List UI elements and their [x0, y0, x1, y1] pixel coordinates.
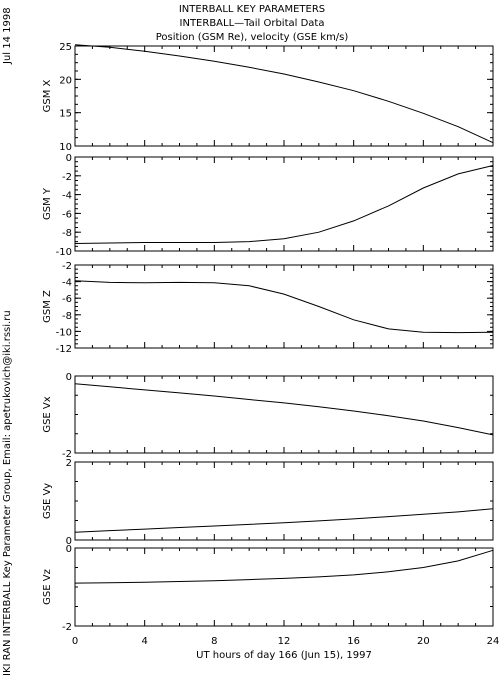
y-axis-label: GSE Vx — [42, 396, 53, 432]
y-tick-label: -2 — [62, 261, 72, 272]
y-tick-label: -2 — [62, 172, 72, 183]
y-axis-label: GSE Vy — [42, 483, 53, 519]
y-axis-label: GSM X — [42, 79, 53, 112]
plot-frame — [74, 461, 494, 541]
x-axis-label: UT hours of day 166 (Jun 15), 1997 — [196, 650, 372, 661]
plot-frame — [74, 547, 494, 627]
plot-frame — [74, 375, 494, 454]
x-tick-label: 24 — [487, 636, 500, 647]
series-line — [74, 44, 494, 144]
chart-subtitle-2: Position (GSM Re), velocity (GSE km/s) — [155, 32, 349, 43]
y-tick-label: -12 — [56, 344, 72, 355]
y-tick-label: -10 — [56, 247, 72, 258]
x-tick-label: 0 — [72, 636, 78, 647]
y-tick-label: 0 — [66, 536, 72, 547]
y-tick-label: -4 — [62, 191, 72, 202]
y-tick-label: 0 — [66, 544, 72, 555]
series-line — [74, 383, 494, 436]
y-tick-label: -6 — [62, 294, 72, 305]
plot-frame — [74, 45, 494, 147]
series-line — [74, 549, 494, 584]
y-tick-label: 2 — [66, 458, 72, 469]
chart-subtitle: INTERBALL—Tail Orbital Data — [179, 18, 325, 29]
series-line — [74, 165, 494, 244]
chart-title: INTERBALL KEY PARAMETERS — [178, 4, 326, 15]
y-tick-label: -10 — [56, 327, 72, 338]
y-tick-label: -8 — [62, 228, 72, 239]
y-tick-label: -8 — [62, 311, 72, 322]
series-line — [74, 280, 494, 334]
series-line — [74, 508, 494, 533]
y-tick-label: 20 — [59, 75, 72, 86]
y-tick-label: 10 — [59, 142, 72, 153]
plot-frame — [74, 156, 494, 252]
y-tick-label: -2 — [62, 622, 72, 633]
y-tick-label: -6 — [62, 209, 72, 220]
y-tick-label: 0 — [66, 153, 72, 164]
x-tick-label: 8 — [211, 636, 217, 647]
x-tick-label: 16 — [347, 636, 360, 647]
y-tick-label: 0 — [66, 372, 72, 383]
y-tick-label: 15 — [59, 109, 72, 120]
x-tick-label: 4 — [141, 636, 147, 647]
x-tick-label: 20 — [417, 636, 430, 647]
y-axis-label: GSM Z — [42, 290, 53, 323]
plot-frame — [74, 264, 494, 349]
x-tick-label: 12 — [278, 636, 291, 647]
y-tick-label: -2 — [62, 449, 72, 460]
y-axis-label: GSE Vz — [42, 569, 53, 605]
y-tick-label: -4 — [62, 278, 72, 289]
y-axis-label: GSM Y — [42, 187, 53, 220]
y-tick-label: 25 — [59, 42, 72, 53]
